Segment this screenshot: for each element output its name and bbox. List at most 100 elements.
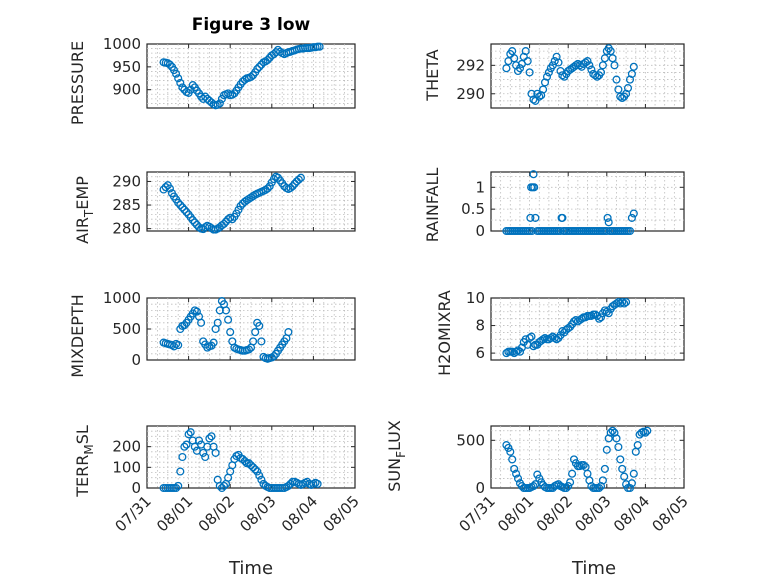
sun_flux-point-34 <box>568 469 577 478</box>
theta-point-57 <box>612 75 621 84</box>
terr_msl-point-44 <box>251 465 260 474</box>
xlabel-right: Time <box>571 558 616 579</box>
theta-point-3 <box>508 47 517 56</box>
h2omixra-point-23 <box>546 333 555 343</box>
h2omixra-point-36 <box>571 315 580 325</box>
y-tick-label: 1000 <box>103 35 141 53</box>
pressure-point-75 <box>315 42 324 51</box>
y-tick-label: 10 <box>466 289 485 307</box>
y-tick-label: 100 <box>112 458 141 476</box>
mixdepth-point-32 <box>226 328 235 337</box>
sun_flux-point-33 <box>566 478 575 487</box>
theta-point-65 <box>627 69 636 78</box>
xlabel-left: Time <box>228 558 273 579</box>
air_temp-point-29 <box>219 219 229 228</box>
theta-point-4 <box>510 54 519 63</box>
sun_flux-point-73 <box>643 426 652 435</box>
y-tick-label: 290 <box>112 172 141 190</box>
air_temp-point-8 <box>176 200 185 210</box>
sun_flux-point-6 <box>513 474 523 483</box>
ylabel-air-temp-sub: T <box>82 209 96 218</box>
y-tick-label: 0 <box>475 222 485 240</box>
rainfall-point-18 <box>530 183 539 192</box>
y-tick-label: 292 <box>456 56 485 74</box>
air_temp-point-66 <box>296 173 305 182</box>
theta-point-7 <box>515 64 525 73</box>
terr_msl-point-29 <box>219 481 229 490</box>
y-tick-label: 500 <box>112 320 141 338</box>
theta-point-21 <box>542 72 552 81</box>
x-tick-label: 08/02 <box>195 492 238 535</box>
sun_flux-point-57 <box>612 434 621 443</box>
h2omixra-point-0 <box>502 349 511 358</box>
panel-rainfall: 00.51 <box>461 170 685 240</box>
x-tick-label: 08/04 <box>278 492 321 535</box>
air_temp-point-37 <box>236 201 245 211</box>
terr_msl-point-10 <box>180 442 189 451</box>
sun_flux-point-58 <box>614 442 623 452</box>
h2omixra-point-5 <box>512 347 521 356</box>
y-tick-label: 280 <box>112 220 141 238</box>
sun_flux-point-48 <box>595 483 604 493</box>
theta-point-17 <box>535 92 544 101</box>
theta-point-25 <box>550 57 559 66</box>
air_temp-point-10 <box>180 205 189 214</box>
x-tick-label: 08/01 <box>153 492 196 535</box>
panel-mixdepth: 0 500 1000 <box>103 289 356 369</box>
pressure-point-3 <box>165 60 174 69</box>
air_temp-point-50 <box>263 184 272 193</box>
air_temp-point-1 <box>161 183 170 192</box>
mixdepth-point-16 <box>192 307 201 316</box>
ylabel-terr-msl-sub: M <box>82 444 96 454</box>
terr_msl-point-11 <box>182 440 191 449</box>
ylabel-h2omixra: H2OMIXRA <box>435 290 454 376</box>
theta-point-10 <box>521 47 530 56</box>
air_temp-point-63 <box>290 179 299 188</box>
rainfall-point-19 <box>531 213 540 222</box>
x-tick-label: 08/03 <box>236 492 279 535</box>
theta-point-0 <box>502 64 511 73</box>
theta-point-11 <box>523 57 532 66</box>
pressure-point-46 <box>255 62 264 71</box>
air_temp-point-32 <box>226 213 235 222</box>
x-tick-label: 08/03 <box>571 492 614 535</box>
sun_flux-point-65 <box>627 479 636 488</box>
mixdepth-point-30 <box>221 306 231 315</box>
ylabel-pressure: PRESSURE <box>68 41 87 125</box>
x-tick-label: 07/31 <box>112 492 155 535</box>
terr_msl-point-42 <box>246 461 256 470</box>
y-tick-label: 900 <box>112 81 141 99</box>
sun_flux-point-32 <box>564 482 573 491</box>
rainfall-point-17 <box>529 170 538 179</box>
rainfall-point-72 <box>625 226 635 236</box>
h2omixra-point-7 <box>515 347 525 356</box>
sun_flux-point-59 <box>616 455 625 464</box>
terr_msl-point-20 <box>201 452 210 462</box>
sun_flux-point-4 <box>510 464 519 473</box>
ylabel-mixdepth: MIXDEPTH <box>68 294 87 377</box>
terr_msl-point-7 <box>174 481 183 490</box>
sun_flux-point-5 <box>512 469 521 478</box>
air_temp-point-15 <box>190 218 199 227</box>
rainfall-point-73 <box>627 213 636 222</box>
y-tick-label: 1000 <box>103 289 141 307</box>
h2omixra-point-20 <box>540 333 550 343</box>
terr_msl-point-17 <box>194 436 204 445</box>
x-tick-label: 07/31 <box>456 492 499 535</box>
air_temp-point-33 <box>228 215 237 224</box>
h2omixra-point-61 <box>620 299 629 308</box>
sun_flux-point-66 <box>629 469 638 478</box>
h2omixra-point-53 <box>604 309 613 318</box>
mixdepth-point-18 <box>197 318 206 327</box>
terr_msl-point-6 <box>172 483 181 493</box>
sun_flux-point-3 <box>508 455 517 464</box>
x-tick-label: 08/05 <box>320 492 363 535</box>
theta-point-29 <box>558 71 567 80</box>
mixdepth-point-31 <box>224 315 233 324</box>
pressure-point-20 <box>201 92 210 101</box>
sun_flux-point-2 <box>506 447 515 456</box>
air_temp-point-43 <box>249 192 258 201</box>
theta-point-42 <box>583 57 592 66</box>
h2omixra-point-62 <box>622 298 631 307</box>
